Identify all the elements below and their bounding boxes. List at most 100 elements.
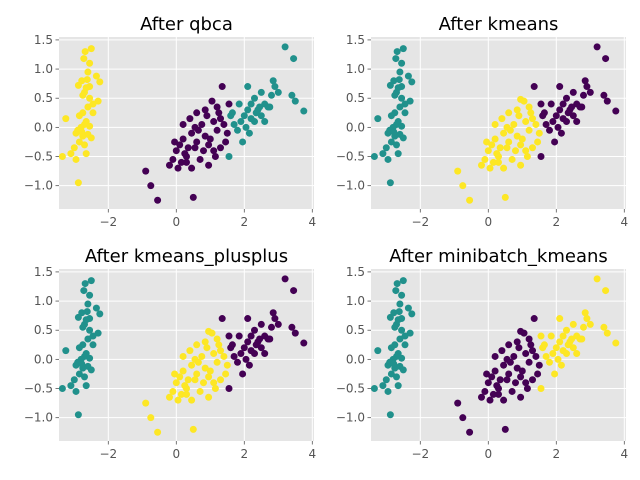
data-point xyxy=(84,68,92,76)
data-point xyxy=(491,135,499,143)
data-point xyxy=(517,393,525,401)
data-point xyxy=(177,390,185,398)
data-point xyxy=(489,390,497,398)
subplot-title: After qbca xyxy=(140,14,233,35)
data-point xyxy=(542,352,550,360)
data-point xyxy=(210,147,218,155)
data-point xyxy=(392,287,400,295)
data-point xyxy=(239,370,247,378)
data-point xyxy=(379,382,387,390)
data-point xyxy=(269,309,277,317)
data-point xyxy=(271,83,279,91)
data-point xyxy=(251,326,258,334)
data-point xyxy=(398,94,406,102)
data-point xyxy=(503,376,511,384)
data-point xyxy=(200,147,207,155)
data-point xyxy=(171,138,179,146)
data-point xyxy=(86,59,94,67)
data-point xyxy=(87,45,95,53)
data-point xyxy=(266,103,274,111)
data-point xyxy=(188,361,196,369)
x-tick-label: 0 xyxy=(172,215,180,229)
data-point xyxy=(183,158,190,166)
data-point xyxy=(506,126,514,134)
data-point xyxy=(222,370,230,378)
data-point xyxy=(563,94,570,102)
data-point xyxy=(512,147,519,155)
data-point xyxy=(534,138,542,146)
data-point xyxy=(223,129,231,137)
plot-area xyxy=(371,37,626,209)
data-point xyxy=(225,153,233,161)
data-point xyxy=(580,323,587,331)
data-point xyxy=(245,361,253,369)
data-point xyxy=(203,344,211,352)
data-point xyxy=(230,120,238,128)
data-point xyxy=(217,347,224,355)
data-point xyxy=(75,112,83,120)
data-point xyxy=(408,310,416,318)
y-tick-label: −1.0 xyxy=(24,179,53,193)
data-point xyxy=(70,376,78,384)
data-point xyxy=(201,132,209,140)
data-point xyxy=(600,91,608,99)
data-point xyxy=(466,428,474,436)
plot-area xyxy=(371,269,626,441)
data-point xyxy=(189,425,197,433)
data-point xyxy=(581,309,589,317)
data-point xyxy=(210,379,218,387)
data-point xyxy=(394,382,402,390)
data-point xyxy=(179,135,187,143)
data-point xyxy=(206,135,214,143)
data-point xyxy=(603,97,611,105)
data-point xyxy=(459,182,467,190)
x-tick-label: 4 xyxy=(620,215,628,229)
data-point xyxy=(78,360,86,368)
data-point xyxy=(523,385,531,393)
data-point xyxy=(508,155,516,163)
data-point xyxy=(256,335,264,343)
data-point xyxy=(540,341,548,349)
data-point xyxy=(522,147,530,155)
data-point xyxy=(257,112,265,120)
data-point xyxy=(586,320,594,328)
data-point xyxy=(537,332,545,340)
data-point xyxy=(58,385,66,393)
data-point xyxy=(234,358,241,366)
data-point xyxy=(523,153,531,161)
data-point xyxy=(142,167,150,175)
data-point xyxy=(478,393,485,401)
data-point xyxy=(291,97,299,105)
data-point xyxy=(184,376,192,384)
data-point xyxy=(398,122,406,130)
data-point xyxy=(500,164,508,172)
data-point xyxy=(495,158,502,166)
data-point xyxy=(291,329,299,337)
data-point xyxy=(213,103,221,111)
data-point xyxy=(569,88,577,96)
data-point xyxy=(80,55,88,63)
data-point xyxy=(171,370,179,378)
data-point xyxy=(80,287,88,295)
data-point xyxy=(517,161,525,169)
x-tick-label: 0 xyxy=(484,447,492,461)
data-point xyxy=(211,385,219,393)
data-point xyxy=(500,396,508,404)
y-tick-label: 0.5 xyxy=(34,323,53,337)
data-point xyxy=(398,326,406,334)
data-point xyxy=(191,144,199,152)
data-point xyxy=(394,84,402,92)
data-point xyxy=(188,129,196,137)
data-point xyxy=(245,129,253,137)
data-point xyxy=(230,352,238,360)
data-point xyxy=(498,347,506,355)
data-point xyxy=(201,106,209,114)
data-point xyxy=(399,45,407,53)
subplot-title: After kmeans xyxy=(439,14,559,35)
data-point xyxy=(210,350,218,358)
data-point xyxy=(529,144,536,152)
data-point xyxy=(268,91,275,99)
data-point xyxy=(384,155,392,163)
data-point xyxy=(573,350,581,358)
data-point xyxy=(583,315,591,323)
